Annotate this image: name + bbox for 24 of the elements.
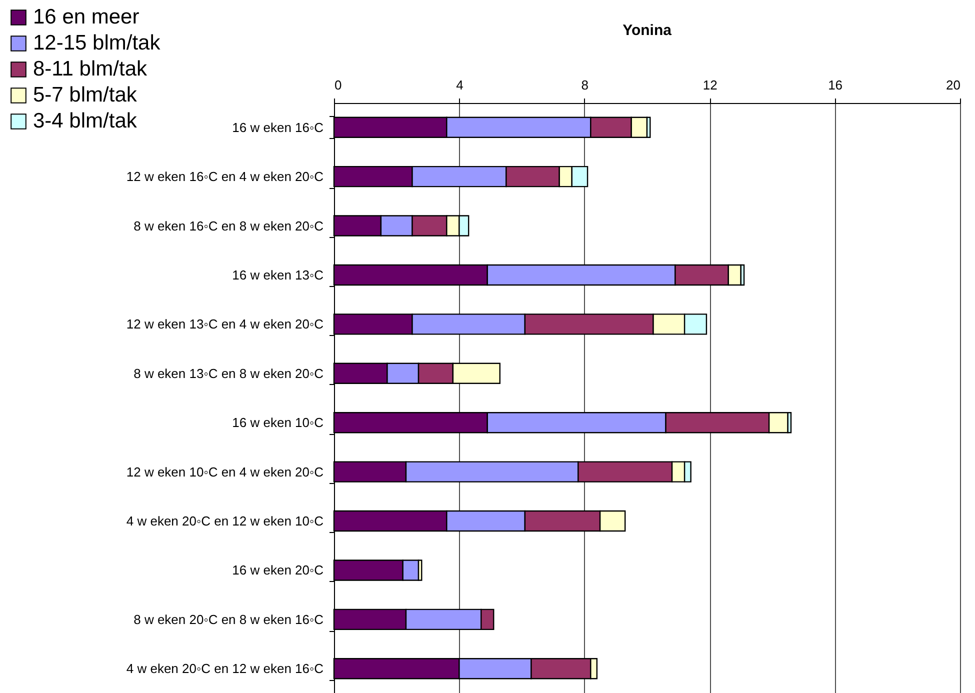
y-tick-label: 16 w eken 20◦C bbox=[232, 562, 324, 578]
chart-title: Yonina bbox=[622, 22, 672, 39]
y-tick-label: 8 w eken 16◦C en 8 w eken 20◦C bbox=[134, 218, 324, 234]
legend-label: 3-4 blm/tak bbox=[33, 110, 138, 132]
y-tick-label: 16 w eken 13◦C bbox=[232, 267, 324, 282]
y-tick-label: 12 w eken 16◦C en 4 w eken 20◦C bbox=[126, 169, 324, 184]
y-tick-label: 4 w eken 20◦C en 12 w eken 10◦C bbox=[126, 514, 324, 529]
legend-label: 5-7 blm/tak bbox=[33, 84, 138, 106]
x-tick-label: 20 bbox=[946, 78, 960, 92]
legend-label: 16 en meer bbox=[33, 6, 140, 28]
legend-label: 8-11 blm/tak bbox=[33, 58, 148, 80]
y-tick-label: 8 w eken 13◦C en 8 w eken 20◦C bbox=[134, 366, 324, 381]
x-tick-label: 0 bbox=[334, 78, 342, 92]
x-tick-label: 4 bbox=[456, 78, 464, 92]
x-tick-label: 8 bbox=[581, 78, 589, 92]
y-tick-label: 16 w eken 10◦C bbox=[232, 415, 324, 430]
y-tick-label: 16 w eken 16◦C bbox=[232, 120, 324, 135]
y-tick-label: 4 w eken 20◦C en 12 w eken 16◦C bbox=[126, 661, 324, 676]
y-tick-label: 8 w eken 20◦C en 8 w eken 16◦C bbox=[134, 612, 324, 627]
x-tick-label: 16 bbox=[828, 78, 843, 92]
y-tick-label: 12 w eken 10◦C en 4 w eken 20◦C bbox=[126, 464, 324, 480]
legend-label: 12-15 blm/tak bbox=[33, 32, 161, 54]
x-tick-label: 12 bbox=[702, 78, 718, 92]
y-tick-label: 12 w eken 13◦C en 4 w eken 20◦C bbox=[126, 316, 324, 332]
